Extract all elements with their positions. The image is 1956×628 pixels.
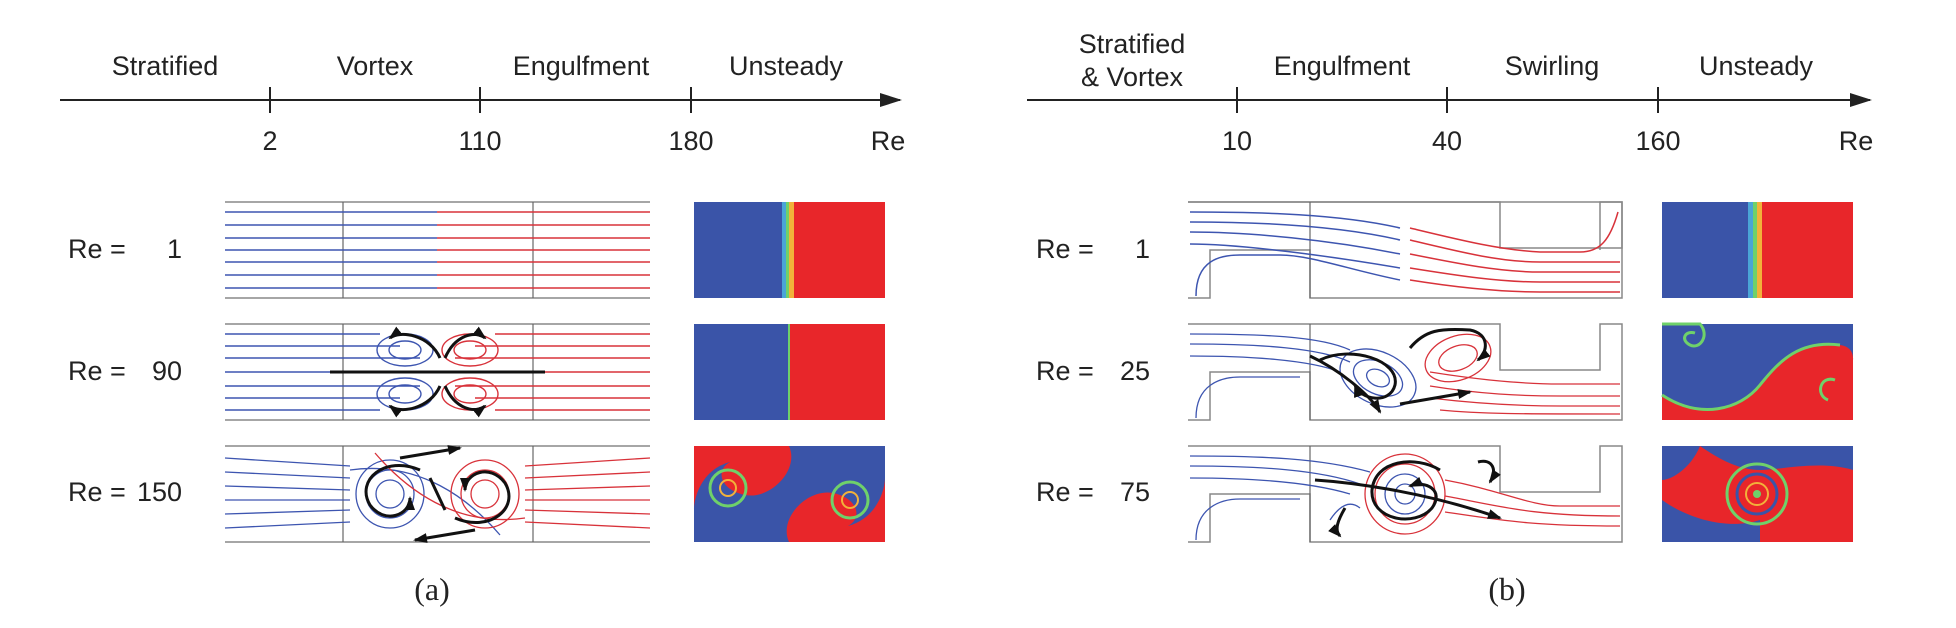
- row-label: Re =: [68, 477, 126, 507]
- row-label: Re =: [1036, 356, 1094, 386]
- concentration-plot-a-re90: [694, 324, 885, 420]
- regime-axis-b: Stratified & Vortex Engulfment Swirling …: [1027, 29, 1873, 156]
- regime-label: Unsteady: [1699, 51, 1814, 81]
- streamline-plot-b-re75: [1188, 445, 1623, 543]
- row-value: 90: [152, 356, 182, 386]
- streamline-plot-b-re1: [1188, 201, 1623, 299]
- row-labels-a: Re = 1 Re = 90 Re = 150: [68, 234, 182, 507]
- row-value: 150: [137, 477, 182, 507]
- concentration-plot-b-re25: [1661, 322, 1854, 420]
- concentration-plot-a-re1: [694, 202, 885, 298]
- regime-label: Engulfment: [1274, 51, 1411, 81]
- caption-b: (b): [1488, 571, 1525, 607]
- regime-label: Vortex: [337, 51, 414, 81]
- row-value: 1: [167, 234, 182, 264]
- caption-a: (a): [414, 571, 450, 607]
- tick-label: 160: [1635, 126, 1680, 156]
- row-label: Re =: [68, 234, 126, 264]
- axis-label: Re: [1839, 126, 1874, 156]
- regime-label: Engulfment: [513, 51, 650, 81]
- tick-label: 110: [458, 126, 501, 156]
- row-label: Re =: [1036, 477, 1094, 507]
- row-labels-b: Re = 1 Re = 25 Re = 75: [1036, 234, 1150, 507]
- regime-label: Swirling: [1505, 51, 1600, 81]
- tick-label: 40: [1432, 126, 1462, 156]
- row-value: 1: [1135, 234, 1150, 264]
- concentration-plot-b-re1: [1662, 202, 1853, 298]
- row-label: Re =: [1036, 234, 1094, 264]
- concentration-plot-b-re75: [1662, 446, 1853, 542]
- axis-label: Re: [871, 126, 906, 156]
- regime-label: Stratified: [112, 51, 219, 81]
- row-value: 25: [1120, 356, 1150, 386]
- concentration-plot-a-re150: [694, 446, 885, 542]
- tick-label: 180: [668, 126, 713, 156]
- streamline-plot-a-re90: [225, 323, 650, 421]
- panel-a: Stratified Vortex Engulfment Unsteady 2 …: [60, 51, 905, 607]
- panel-b: Stratified & Vortex Engulfment Swirling …: [1027, 29, 1873, 607]
- tick-label: 10: [1222, 126, 1252, 156]
- regime-label: Stratified: [1079, 29, 1186, 59]
- regime-label: Unsteady: [729, 51, 844, 81]
- streamline-plot-b-re25: [1188, 323, 1623, 421]
- regime-label: & Vortex: [1081, 62, 1184, 92]
- streamline-plot-a-re150: [224, 445, 651, 543]
- row-value: 75: [1120, 477, 1150, 507]
- tick-label: 2: [262, 126, 277, 156]
- streamline-plot-a-re1: [225, 201, 650, 299]
- row-label: Re =: [68, 356, 126, 386]
- regime-axis-a: Stratified Vortex Engulfment Unsteady 2 …: [60, 51, 905, 156]
